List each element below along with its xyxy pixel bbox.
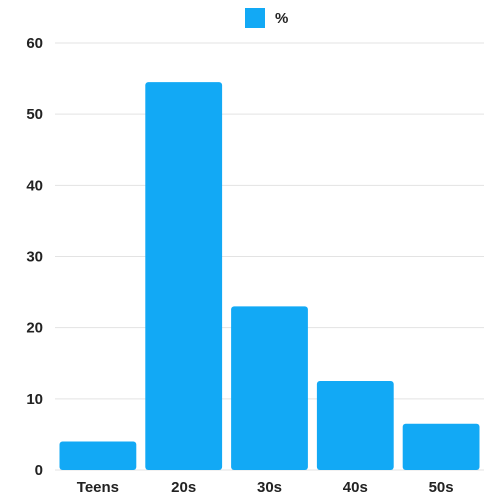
legend-swatch xyxy=(245,8,265,28)
y-tick-label-30: 30 xyxy=(26,249,43,266)
y-tick-label-40: 40 xyxy=(26,177,43,194)
x-tick-label-20s: 20s xyxy=(171,479,196,495)
y-tick-label-10: 10 xyxy=(26,391,43,408)
x-tick-label-30s: 30s xyxy=(257,479,282,495)
x-tick-label-40s: 40s xyxy=(343,479,368,495)
x-axis: Teens 20s 30s 40s 50s xyxy=(77,479,454,495)
y-tick-label-50: 50 xyxy=(26,106,43,123)
bar-50s xyxy=(402,423,480,470)
y-axis: 0 10 20 30 40 50 60 xyxy=(26,35,43,479)
y-tick-label-60: 60 xyxy=(26,35,43,52)
x-tick-label-50s: 50s xyxy=(429,479,454,495)
bar-20s xyxy=(145,82,223,471)
legend-label: % xyxy=(275,10,288,27)
chart-legend: % xyxy=(245,8,288,28)
bar-30s xyxy=(231,306,308,470)
bar-40s xyxy=(316,381,394,470)
x-tick-label-teens: Teens xyxy=(77,479,119,495)
chart-bars xyxy=(59,82,480,471)
bar-teens xyxy=(59,441,137,470)
y-tick-label-20: 20 xyxy=(26,320,43,337)
y-tick-label-0: 0 xyxy=(35,462,43,479)
